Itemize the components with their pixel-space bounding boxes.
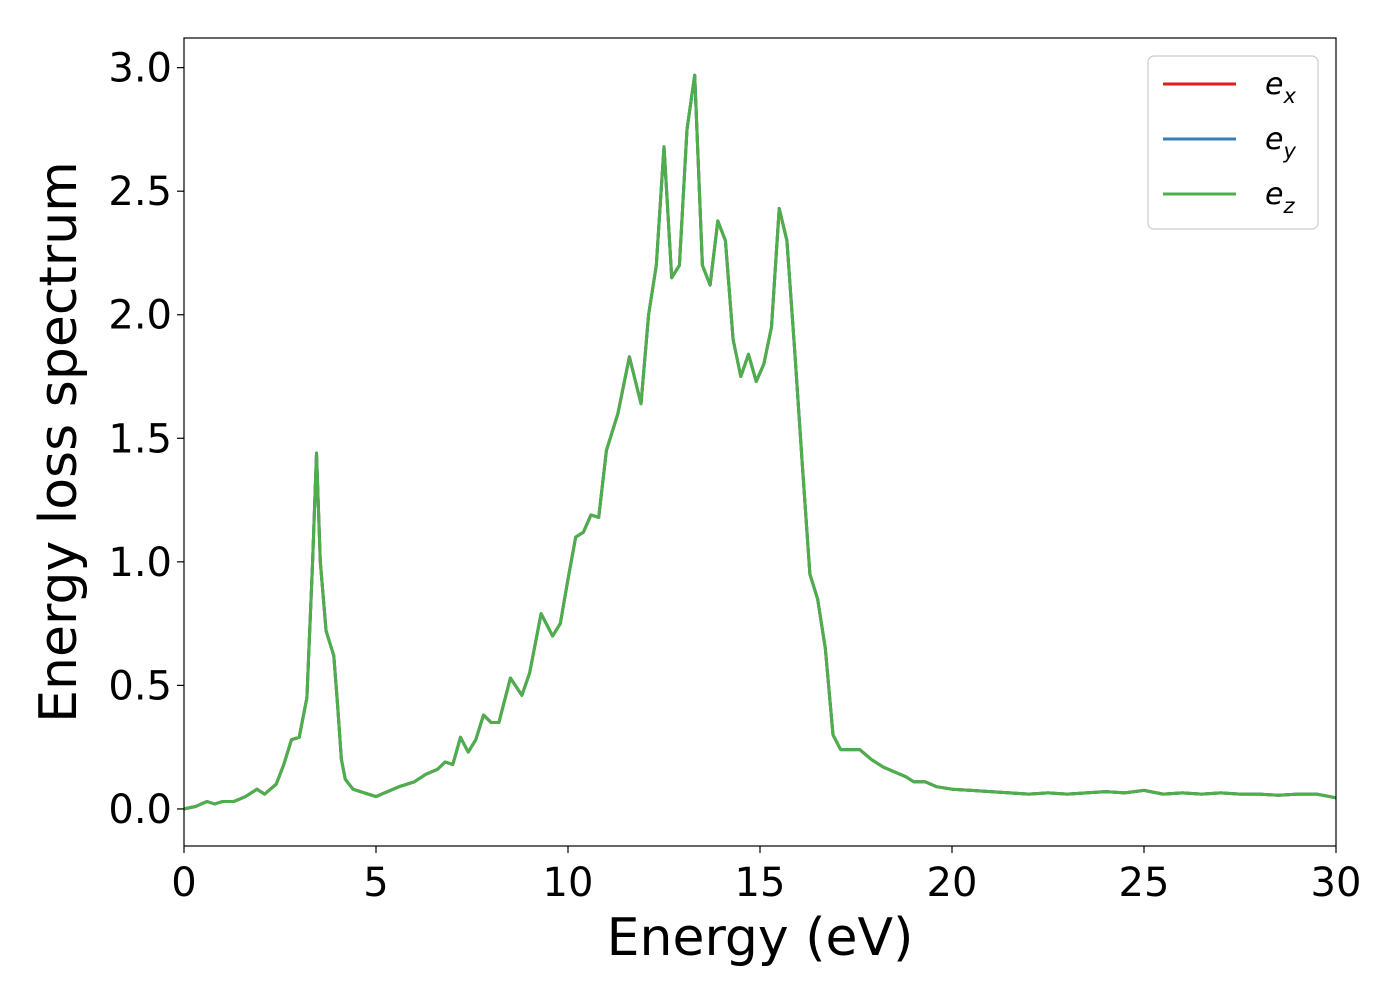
y-axis-title: Energy loss spectrum — [29, 161, 89, 723]
series-line-ez — [183, 73, 1337, 811]
x-tick-label: 10 — [543, 860, 594, 906]
y-tick-label: 3.0 — [108, 46, 172, 92]
plot-lines — [183, 73, 1337, 811]
legend-box — [1147, 55, 1319, 230]
y-axis: 0.0 0.5 1.0 1.5 2.0 2.5 3.0 — [108, 46, 184, 833]
x-tick-label: 0 — [171, 860, 196, 906]
x-tick-label: 15 — [735, 860, 786, 906]
y-tick-label: 0.5 — [108, 663, 172, 709]
x-axis-title: Energy (eV) — [607, 908, 914, 968]
x-tick-label: 30 — [1311, 860, 1362, 906]
y-tick-label: 1.0 — [108, 540, 172, 586]
y-tick-label: 0.0 — [108, 787, 172, 833]
x-tick-label: 25 — [1119, 860, 1170, 906]
legend-label-ex: ex — [1265, 67, 1296, 108]
y-tick-label: 1.5 — [108, 416, 172, 462]
x-tick-label: 5 — [363, 860, 388, 906]
x-tick-label: 20 — [927, 860, 978, 906]
x-axis: 0 5 10 15 20 25 30 — [171, 846, 1361, 906]
legend-label-ey: ey — [1265, 122, 1296, 163]
y-tick-label: 2.5 — [108, 169, 172, 215]
y-tick-label: 2.0 — [108, 293, 172, 339]
legend: ex ey ez — [1147, 55, 1319, 230]
legend-label-ez: ez — [1265, 177, 1295, 218]
